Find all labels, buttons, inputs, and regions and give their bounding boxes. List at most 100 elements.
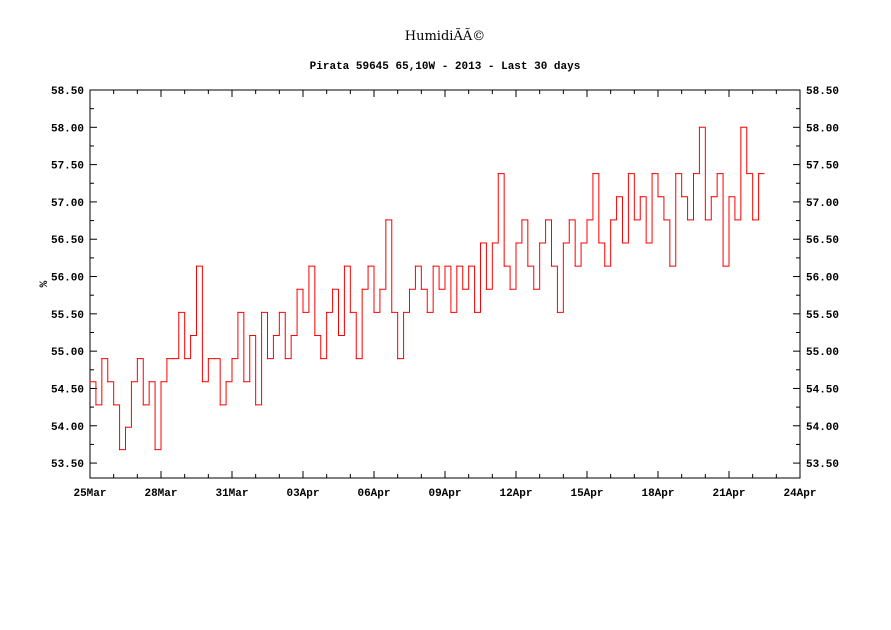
data-point xyxy=(101,358,103,360)
data-point xyxy=(379,288,381,290)
data-point xyxy=(343,265,346,267)
y-tick-label-left: 58.00 xyxy=(51,123,84,135)
data-point xyxy=(237,311,239,313)
data-point xyxy=(533,288,535,290)
data-point xyxy=(598,242,600,244)
data-point xyxy=(113,404,115,406)
data-point xyxy=(432,265,434,267)
data-point xyxy=(692,172,695,175)
data-point xyxy=(473,311,476,313)
data-point xyxy=(556,311,559,313)
y-tick-label-left: 56.00 xyxy=(51,273,84,285)
x-tick-label: 24Apr xyxy=(783,488,816,500)
data-point xyxy=(657,196,659,198)
y-tick-label-right: 56.50 xyxy=(806,235,839,247)
data-point xyxy=(527,265,529,267)
data-point xyxy=(633,219,635,221)
data-point xyxy=(574,265,576,267)
data-point xyxy=(130,381,133,383)
y-tick-label-left: 58.50 xyxy=(51,86,84,98)
data-point xyxy=(704,219,706,221)
data-point xyxy=(497,172,499,175)
data-point xyxy=(456,265,458,267)
data-point xyxy=(391,311,393,313)
y-tick-label-left: 54.50 xyxy=(51,384,84,396)
x-tick-label: 15Apr xyxy=(570,488,603,500)
data-point xyxy=(373,311,375,313)
data-point xyxy=(308,265,310,267)
data-point xyxy=(184,358,186,360)
data-point xyxy=(444,265,446,267)
x-tick-label: 28Mar xyxy=(144,488,177,500)
data-point xyxy=(675,172,677,175)
data-point xyxy=(757,172,760,175)
data-point xyxy=(331,288,334,290)
data-point xyxy=(651,172,653,175)
data-point xyxy=(314,334,316,337)
data-point xyxy=(604,265,606,267)
x-tick-label: 21Apr xyxy=(712,488,745,500)
data-point xyxy=(621,242,624,244)
data-point xyxy=(462,288,464,290)
x-tick-label: 06Apr xyxy=(357,488,390,500)
data-point xyxy=(136,358,138,360)
y-tick-label-left: 53.50 xyxy=(51,459,84,471)
data-point xyxy=(716,172,718,175)
x-tick-label: 18Apr xyxy=(641,488,674,500)
data-point xyxy=(728,196,730,198)
data-point xyxy=(219,404,221,406)
data-point xyxy=(302,311,304,313)
series-line-humidity xyxy=(90,126,765,451)
data-point xyxy=(201,381,204,383)
data-point xyxy=(320,358,322,360)
data-point xyxy=(450,311,452,313)
data-point xyxy=(337,334,340,337)
data-point xyxy=(722,265,724,267)
data-point xyxy=(710,196,712,198)
data-point xyxy=(420,288,422,290)
data-point xyxy=(107,381,109,383)
data-point xyxy=(243,381,245,383)
y-tick-label-left: 57.50 xyxy=(51,161,84,173)
chart-title: HumidiÃÃ© xyxy=(405,28,485,44)
data-point xyxy=(355,358,357,360)
data-point xyxy=(272,334,275,337)
y-tick-label-right: 58.00 xyxy=(806,123,839,135)
data-point xyxy=(260,311,263,313)
data-point xyxy=(580,242,582,244)
y-tick-label-right: 54.00 xyxy=(806,422,839,434)
data-point xyxy=(207,358,209,360)
data-point xyxy=(266,358,269,360)
data-point xyxy=(255,404,257,406)
data-point xyxy=(752,219,754,221)
y-tick-label-right: 57.00 xyxy=(806,198,839,210)
data-point xyxy=(479,242,482,244)
data-point xyxy=(544,219,547,221)
y-tick-label-left: 54.00 xyxy=(51,422,84,434)
x-tick-label: 03Apr xyxy=(286,488,319,500)
data-point xyxy=(550,265,553,267)
y-tick-label-left: 56.50 xyxy=(51,235,84,247)
data-point xyxy=(402,311,405,313)
data-point xyxy=(627,172,630,175)
data-point xyxy=(118,449,121,451)
y-tick-label-left: 55.00 xyxy=(51,347,84,359)
data-point xyxy=(426,311,428,313)
data-point xyxy=(154,449,156,451)
data-point xyxy=(509,288,511,290)
data-point xyxy=(367,265,369,267)
data-point xyxy=(669,265,671,267)
data-point xyxy=(213,358,215,360)
data-point xyxy=(95,404,97,406)
data-point xyxy=(568,219,570,221)
data-point xyxy=(485,288,488,290)
data-point xyxy=(284,358,286,360)
data-point xyxy=(615,196,618,198)
data-point xyxy=(296,288,298,290)
data-point xyxy=(515,242,517,244)
y-tick-label-right: 53.50 xyxy=(806,459,839,471)
data-point xyxy=(503,265,505,267)
data-point xyxy=(166,358,168,360)
data-point xyxy=(385,219,387,221)
